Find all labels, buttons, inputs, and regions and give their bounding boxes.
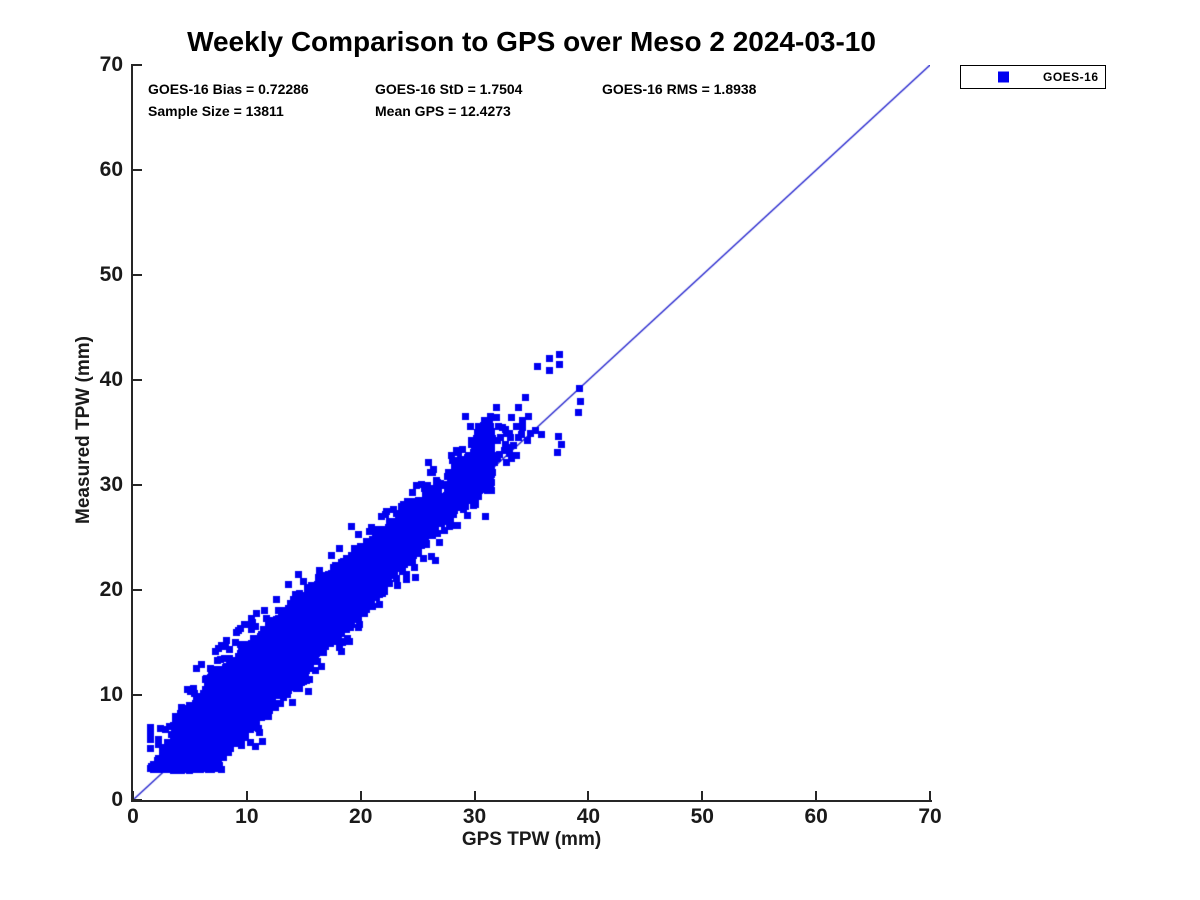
x-tick-mark — [359, 791, 362, 800]
x-axis-label: GPS TPW (mm) — [461, 829, 602, 850]
x-tick-label: 10 — [235, 805, 259, 828]
y-tick-mark — [133, 589, 142, 591]
y-tick-label: 0 — [111, 788, 123, 811]
chart-title: Weekly Comparison to GPS over Meso 2 202… — [187, 26, 876, 57]
y-tick-label: 30 — [99, 473, 123, 496]
y-tick-label: 70 — [99, 53, 123, 76]
y-tick-label: 20 — [99, 578, 123, 601]
x-tick-label: 70 — [918, 805, 942, 828]
plot-area — [133, 65, 930, 800]
y-tick-mark — [133, 694, 142, 696]
y-tick-mark — [133, 484, 142, 486]
legend-entry-label: GOES-16 — [1043, 70, 1099, 84]
y-tick-mark — [133, 169, 142, 171]
x-tick-mark — [929, 791, 931, 800]
x-tick-label: 60 — [804, 805, 828, 828]
x-tick-label: 50 — [690, 805, 714, 828]
x-tick-label: 40 — [576, 805, 601, 828]
x-tick-mark — [701, 791, 704, 800]
x-tick-mark — [132, 791, 134, 800]
x-axis-spine — [131, 800, 932, 802]
x-tick-label: 0 — [127, 805, 139, 828]
x-tick-label: 30 — [462, 805, 487, 828]
y-tick-label: 10 — [99, 683, 123, 706]
x-tick-mark — [587, 791, 590, 800]
y-tick-mark — [133, 379, 142, 381]
y-tick-label: 50 — [99, 263, 123, 286]
y-tick-mark — [133, 799, 142, 801]
x-tick-mark — [815, 791, 818, 800]
y-axis-label: Measured TPW (mm) — [73, 336, 94, 524]
legend: GOES-16 — [960, 65, 1106, 89]
y-tick-mark — [133, 64, 142, 66]
y-tick-label: 60 — [99, 158, 123, 181]
legend-marker-square-icon — [998, 71, 1009, 83]
scatter-canvas — [133, 65, 930, 800]
x-tick-mark — [473, 791, 476, 800]
y-axis-spine — [131, 64, 133, 802]
y-tick-mark — [133, 274, 142, 276]
x-tick-label: 20 — [349, 805, 373, 828]
x-tick-mark — [245, 791, 248, 800]
y-tick-label: 40 — [99, 368, 123, 391]
